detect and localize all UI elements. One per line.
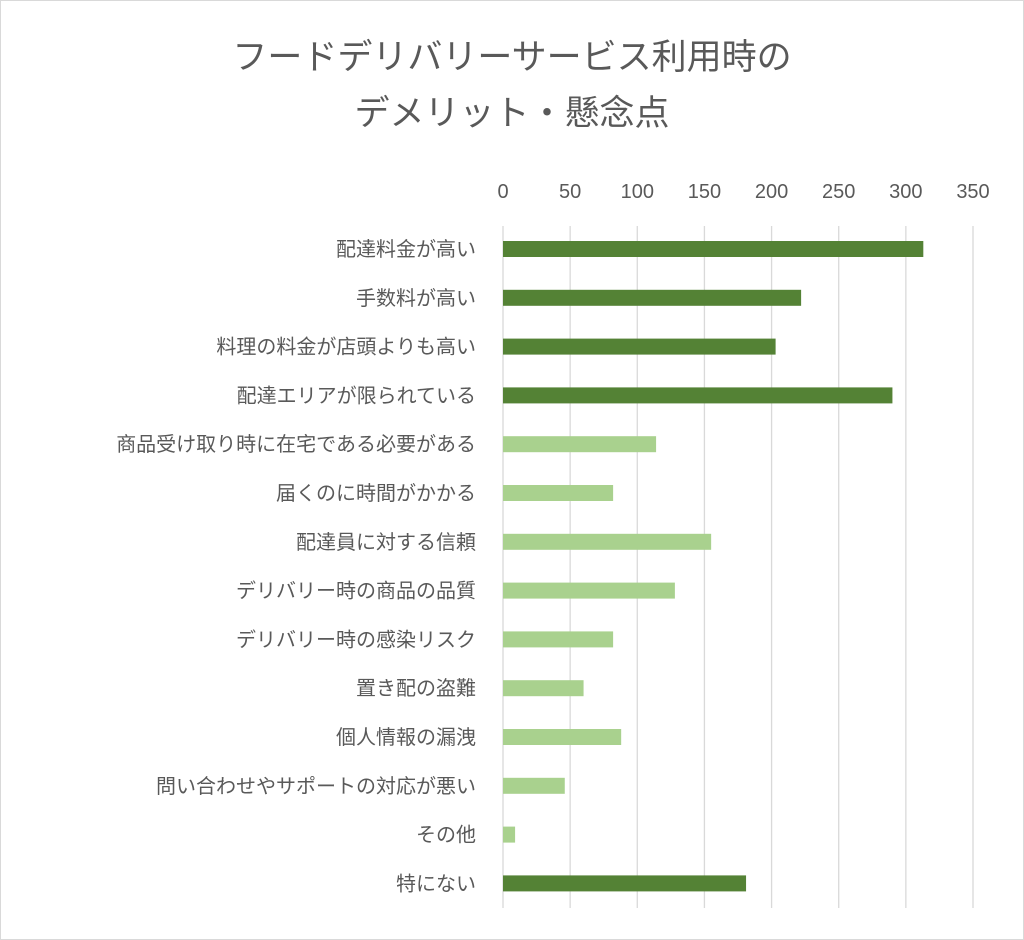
category-label: 手数料が高い	[356, 286, 476, 310]
x-tick-label: 350	[956, 181, 989, 203]
gridlines	[502, 226, 974, 908]
bars	[503, 241, 924, 892]
bar	[503, 777, 565, 794]
x-tick-label: 300	[889, 181, 922, 203]
x-tick-label: 50	[559, 181, 581, 203]
chart-title: フードデリバリーサービス利用時の デメリット・懸念点	[0, 30, 1024, 142]
category-label: 料理の料金が店頭よりも高い	[216, 335, 476, 359]
bar	[503, 582, 675, 599]
x-axis-ticks: 0 50 100 150 200 250 300 350	[497, 181, 989, 203]
chart-title-line-2: デメリット・懸念点	[354, 94, 670, 134]
bar	[503, 241, 924, 257]
chart-title-line-1: フードデリバリーサービス利用時の	[232, 38, 792, 78]
bar	[503, 436, 657, 453]
x-tick-label: 0	[497, 181, 508, 203]
category-label: 届くのに時間がかかる	[276, 481, 476, 505]
category-label: デリバリー時の商品の品質	[236, 579, 476, 603]
bar	[503, 387, 893, 404]
x-tick-label: 250	[822, 181, 855, 203]
bar	[503, 338, 776, 355]
category-label: 配達エリアが限られている	[237, 383, 476, 407]
category-labels: 配達料金が高い手数料が高い料理の料金が店頭よりも高い配達エリアが限られている商品…	[116, 237, 476, 895]
bar	[503, 289, 802, 306]
category-label: 問い合わせやサポートの対応が悪い	[156, 774, 476, 798]
category-label: デリバリー時の感染リスク	[236, 627, 476, 651]
category-label: 置き配の盗難	[356, 676, 476, 700]
bar	[503, 485, 614, 501]
bar	[503, 729, 622, 745]
category-label: 商品受け取り時に在宅である必要がある	[116, 432, 476, 456]
bar	[503, 631, 614, 648]
category-label: その他	[416, 823, 476, 847]
category-label: 配達料金が高い	[336, 237, 476, 261]
bar	[503, 875, 747, 892]
bar	[503, 533, 712, 550]
x-tick-label: 150	[688, 181, 721, 203]
category-label: 配達員に対する信頼	[296, 530, 476, 554]
x-tick-label: 200	[755, 181, 788, 203]
x-tick-label: 100	[621, 181, 654, 203]
category-label: 特にない	[396, 871, 476, 895]
category-label: 個人情報の漏洩	[336, 725, 476, 749]
bar	[503, 826, 516, 843]
bar	[503, 680, 584, 697]
